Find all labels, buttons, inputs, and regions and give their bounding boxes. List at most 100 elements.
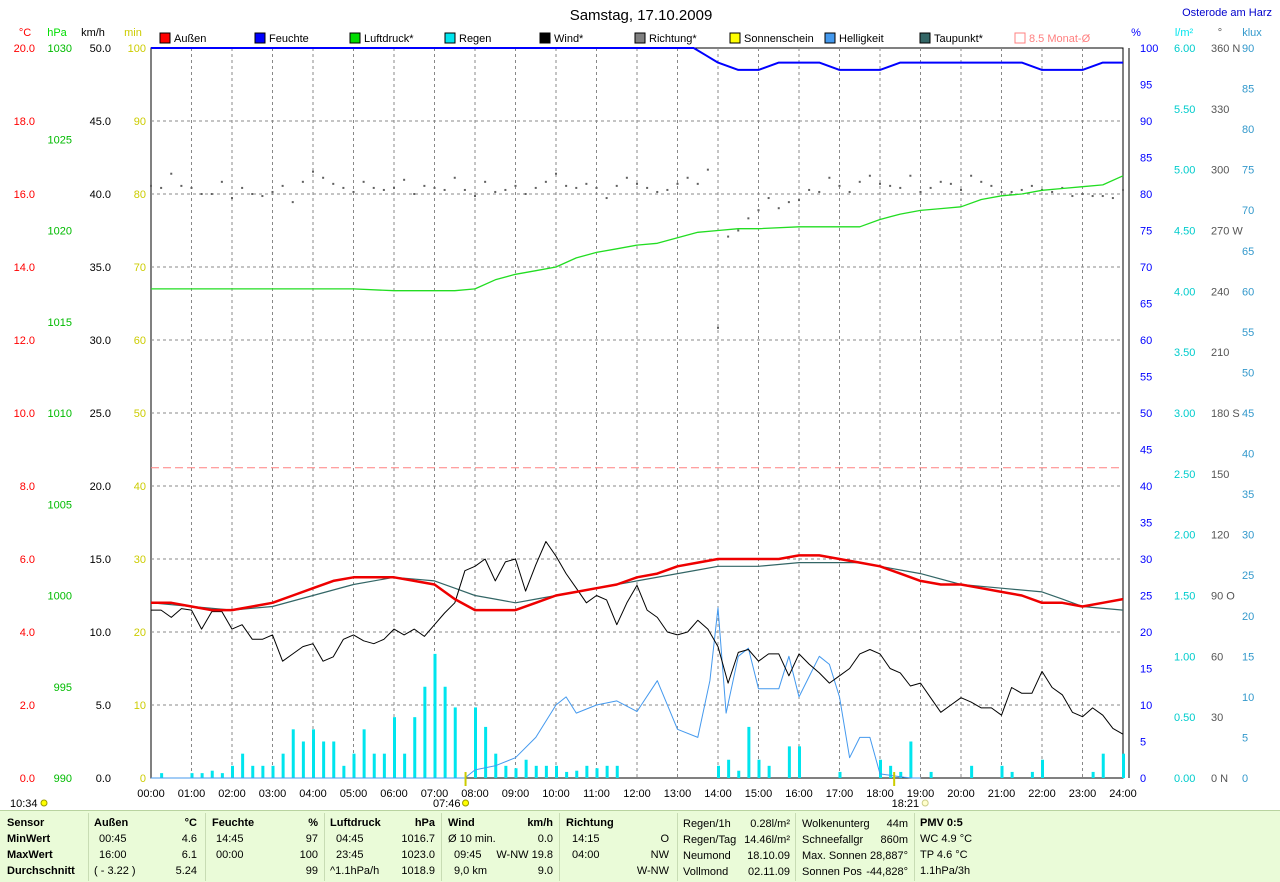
humidity-axis-tick: 20 <box>1140 627 1152 639</box>
direction-point <box>322 176 325 179</box>
brightness-axis-tick: 50 <box>1242 367 1254 379</box>
direction-point <box>524 193 527 195</box>
legend-label: Taupunkt* <box>934 33 984 45</box>
stats-moon-value: 02.11.09 <box>747 866 790 878</box>
legend-label: Richtung* <box>649 33 697 45</box>
stats-time: 00:45 <box>99 833 127 845</box>
sun-axis-tick: 100 <box>128 43 146 55</box>
direction-point <box>180 184 183 187</box>
rain-bar <box>585 765 589 778</box>
temp-axis-tick: 14.0 <box>14 262 35 274</box>
direction-point <box>463 188 466 191</box>
direction-point <box>1020 188 1023 191</box>
stats-time: ^1.1hPa/h <box>330 865 380 877</box>
direction-point <box>484 180 487 183</box>
brightness-axis-tick: 25 <box>1242 570 1254 582</box>
rain-axis-tick: 1.50 <box>1174 591 1195 603</box>
rain-bar <box>909 741 913 778</box>
direction-point <box>787 201 790 204</box>
legend-label: Luftdruck* <box>364 33 414 45</box>
brightness-axis-tick: 80 <box>1242 124 1254 136</box>
x-axis-tick: 10:00 <box>542 788 570 800</box>
wind-axis-tick: 30.0 <box>90 335 111 347</box>
humidity-axis-tick: 5 <box>1140 737 1146 749</box>
humidity-axis-tick: 10 <box>1140 700 1152 712</box>
direction-point <box>980 180 983 183</box>
axis-unit-label: ° <box>1218 27 1222 39</box>
rain-bar <box>342 765 346 778</box>
direction-point <box>1122 188 1124 191</box>
chart-grid <box>150 47 1130 779</box>
x-axis-tick: 16:00 <box>785 788 813 800</box>
stats-wind-unit: km/h <box>527 817 553 829</box>
direction-point <box>403 178 406 181</box>
direction-point <box>575 186 578 189</box>
stats-time: 14:45 <box>216 833 244 845</box>
stats-value: 1018.9 <box>401 865 435 877</box>
brightness-axis-tick: 55 <box>1242 327 1254 339</box>
direction-point <box>453 176 456 179</box>
direction-point <box>990 184 993 187</box>
direction-point <box>828 176 831 179</box>
wind-axis-tick: 20.0 <box>90 481 111 493</box>
direction-point <box>767 197 770 200</box>
stats-feuchte-column: Feuchte% 14:45 97 00:00 100 99 <box>206 813 325 881</box>
direction-axis-tick: 30 <box>1211 712 1223 724</box>
x-axis-tick: 21:00 <box>988 788 1016 800</box>
rain-bar <box>575 770 579 778</box>
stats-regen-value: 0.28l/m² <box>750 818 790 830</box>
rain-bar <box>271 765 275 778</box>
stats-time: ( - 3.22 ) <box>94 865 136 877</box>
wind-axis-tick: 50.0 <box>90 43 111 55</box>
brightness-axis-tick: 35 <box>1242 489 1254 501</box>
stats-pmv-value: 1.1hPa/3h <box>920 865 971 877</box>
x-axis-tick: 02:00 <box>218 788 246 800</box>
stats-row-label: MinWert <box>7 833 51 845</box>
x-axis-tick: 18:00 <box>866 788 894 800</box>
direction-point <box>686 176 689 179</box>
stats-time: 14:15 <box>572 833 600 845</box>
chart-axes: 0.0 2.0 4.0 6.0 8.0 10.0 12.0 14.0 16.0 18.0 20.0 9… <box>14 43 1255 800</box>
direction-point <box>1010 190 1013 193</box>
rain-bar <box>1000 765 1004 778</box>
humidity-axis-tick: 55 <box>1140 372 1152 384</box>
direction-axis-tick: 60 <box>1211 651 1223 663</box>
direction-axis-tick: 90 O <box>1211 591 1235 603</box>
pressure-axis-tick: 1015 <box>48 317 72 329</box>
rain-bar <box>747 726 751 778</box>
stats-sensor-header: Sensor <box>7 817 45 829</box>
wind-axis-tick: 40.0 <box>90 189 111 201</box>
wind-axis-tick: 10.0 <box>90 627 111 639</box>
rain-bar <box>291 729 295 778</box>
brightness-axis-tick: 45 <box>1242 408 1254 420</box>
rain-bar <box>433 653 437 778</box>
direction-point <box>362 180 365 183</box>
rain-axis-tick: 5.50 <box>1174 104 1195 116</box>
humidity-axis-tick: 0 <box>1140 773 1146 785</box>
legend-swatch <box>634 32 646 44</box>
temp-axis-tick: 8.0 <box>20 481 35 493</box>
rain-bar <box>534 765 538 778</box>
brightness-line <box>151 607 921 779</box>
direction-point <box>706 168 709 171</box>
chart-title: Samstag, 17.10.2009 <box>570 7 713 24</box>
rain-axis-tick: 2.50 <box>1174 469 1195 481</box>
direction-point <box>565 184 568 187</box>
humidity-axis-tick: 85 <box>1140 153 1152 165</box>
legend-label: Wind* <box>554 33 584 45</box>
sun-axis-tick: 30 <box>134 554 146 566</box>
direction-point <box>332 182 335 185</box>
stats-aussen-header: Außen <box>94 817 129 829</box>
rain-bar <box>1030 771 1034 778</box>
rain-bar <box>231 765 234 778</box>
direction-point <box>625 176 628 179</box>
rain-bar <box>413 717 417 778</box>
stats-pmv-value: TP 4.6 °C <box>920 849 968 861</box>
direction-point <box>636 182 638 185</box>
brightness-axis-tick: 60 <box>1242 286 1254 298</box>
rain-bar <box>737 770 741 778</box>
stats-row-label: MaxWert <box>7 849 53 861</box>
stats-sensor-column: Sensor MinWert MaxWert Durchschnitt <box>0 813 89 881</box>
direction-point <box>777 207 780 210</box>
pressure-axis-tick: 1005 <box>48 499 72 511</box>
